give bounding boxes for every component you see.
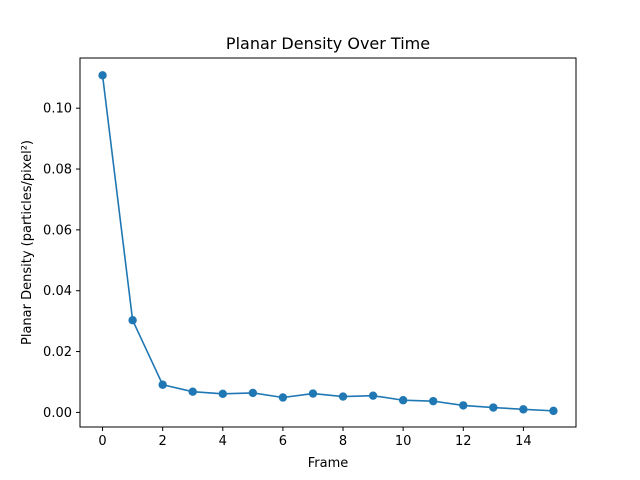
x-tick-label: 0 (98, 434, 106, 449)
y-tick-label: 0.04 (43, 284, 72, 299)
data-point (158, 380, 167, 389)
x-tick-label: 2 (159, 434, 167, 449)
data-point (398, 396, 408, 405)
x-tick-label: 8 (339, 434, 347, 449)
x-tick-label: 12 (455, 434, 472, 449)
x-tick-label: 4 (219, 434, 227, 449)
y-tick-label: 0.00 (43, 406, 72, 421)
chart-title: Planar Density Over Time (226, 34, 430, 53)
x-tick-label: 10 (395, 434, 412, 449)
x-tick-label: 6 (279, 434, 287, 449)
ticks-layer: 0 2 4 6 8 10 12 14 0.00 0.02 0.04 0.06 0.08 0.10 (43, 102, 532, 449)
y-tick-label: 0.10 (43, 102, 72, 117)
data-point (489, 403, 498, 412)
y-tick-label: 0.02 (43, 345, 72, 360)
y-tick-label: 0.06 (43, 223, 72, 238)
data-point (278, 393, 288, 402)
y-axis-title: Planar Density (particles/pixel²) (20, 140, 35, 345)
x-axis-title: Frame (308, 456, 349, 471)
data-point (429, 396, 438, 406)
data-point (218, 389, 227, 399)
data-point (128, 316, 137, 325)
plot-area (80, 58, 576, 427)
data-point (519, 405, 528, 414)
data-point (308, 389, 318, 398)
data-point (248, 388, 258, 398)
series-layer (98, 71, 558, 416)
x-tick-label: 14 (515, 434, 532, 449)
plot-frame (79, 57, 577, 428)
data-point (368, 391, 378, 400)
data-point (549, 406, 558, 416)
data-point (98, 71, 107, 80)
data-point (338, 392, 348, 401)
y-tick-label: 0.08 (43, 163, 72, 178)
series-line (101, 75, 554, 412)
data-point (188, 387, 197, 396)
data-point (459, 401, 468, 410)
